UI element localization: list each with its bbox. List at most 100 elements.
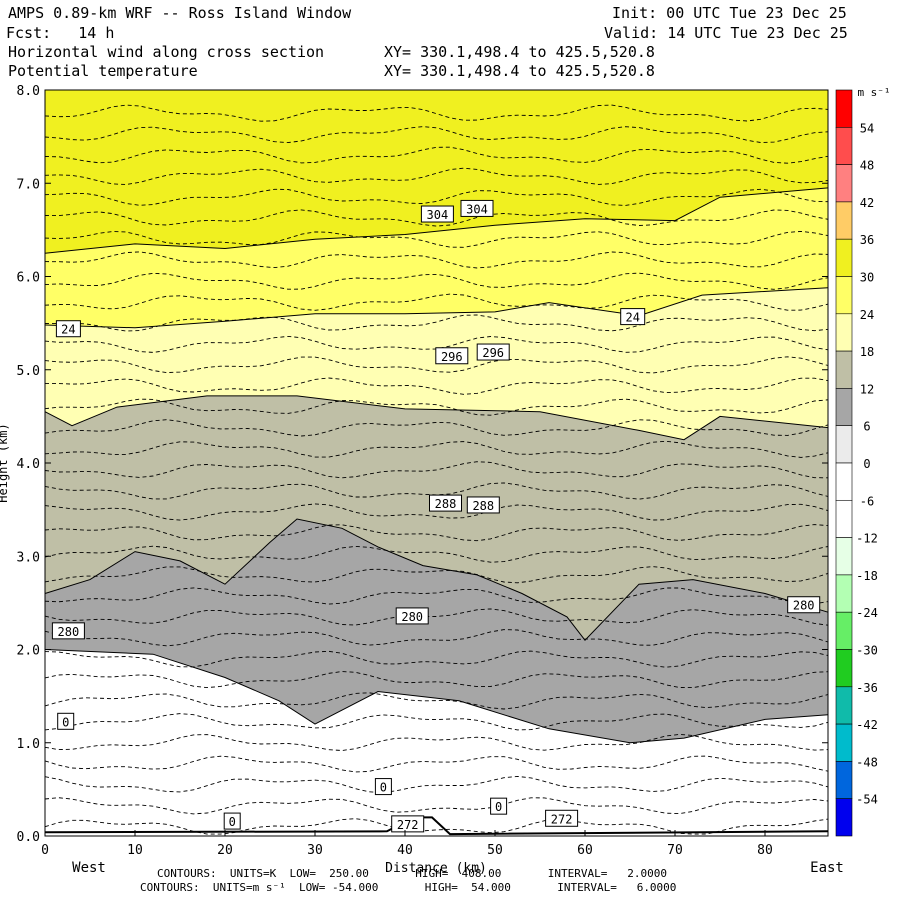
colorbar-swatch-2: [835, 127, 853, 165]
y-tick-label-8: 8.0: [17, 84, 40, 99]
colorbar-swatch-20: [835, 798, 853, 837]
wind-label-8-box: [490, 797, 508, 815]
colorbar-swatch-10: [835, 425, 853, 464]
x-tick-label-4: 40: [397, 843, 413, 858]
theta-contour-18: [44, 461, 829, 479]
y-tick-label-0: 0.0: [17, 830, 40, 845]
wind-label-3-box: [51, 622, 85, 640]
wind-label-7-box: [374, 778, 392, 796]
colorbar-label-3: 42: [860, 196, 874, 210]
colorbar-swatch-15: [835, 611, 853, 650]
y-tick-label-6: 6.0: [17, 271, 40, 286]
theta-label-6-box: [466, 496, 500, 514]
theta-contour-8: [44, 671, 829, 689]
colorbar-swatch-11: [835, 462, 853, 501]
theta-contour-30: [44, 209, 829, 227]
theta-contour-11: [44, 608, 829, 626]
theta-contour-16: [44, 503, 829, 521]
theta-contour-12: [44, 587, 829, 605]
colorbar-label-18: -48: [856, 755, 878, 769]
theta-contour-17: [44, 482, 829, 500]
theta-contour-5: [44, 733, 829, 751]
wind-label-11: 272: [551, 812, 573, 826]
x-tick-label-5: 50: [487, 843, 503, 858]
wind-label-2: 24: [625, 311, 639, 325]
theta-contour-4: [44, 755, 829, 773]
colorbar-label-8: 12: [860, 382, 874, 396]
theta-label-6: 288: [472, 499, 494, 513]
wind-contour-4: [44, 518, 829, 641]
x-axis-label: Distance (km): [385, 861, 487, 876]
footer-wind-contours: CONTOURS: UNITS=m s⁻¹ LOW= -54.000 HIGH=…: [140, 881, 677, 894]
colorbar-label-6: 24: [860, 308, 874, 322]
theta-label-1: 304: [427, 208, 449, 222]
x-tick-label-6: 60: [577, 843, 593, 858]
colorbar-swatch-6: [835, 276, 853, 315]
theta-contour-22: [44, 377, 829, 395]
colorbar-swatch-7: [835, 313, 853, 352]
colorbar: 54 48 42 36 30 24 18 12 6 0 -6 -12 -18 -24 -30 -36 -42 -4…: [835, 86, 891, 837]
colorbar-swatch-14: [835, 574, 853, 613]
theta-contour-10: [44, 629, 829, 647]
theta-contour-23: [44, 356, 829, 374]
wind-label-5-box: [787, 596, 821, 614]
colorbar-swatch-3: [835, 164, 853, 203]
wind-label-8: 0: [495, 800, 502, 814]
x-tick-label-0: 0: [41, 843, 49, 858]
y-axis-label: Height (km): [0, 423, 10, 502]
colorbar-label-11: -6: [860, 494, 874, 508]
colorbar-swatch-8: [835, 350, 853, 389]
wind-label-3: 280: [58, 625, 80, 639]
colorbar-label-2: 48: [860, 159, 874, 173]
init-time: Init: 00 UTC Tue 23 Dec 25: [612, 4, 847, 22]
x-tick-label-2: 20: [217, 843, 233, 858]
wind-contour-1: [44, 187, 829, 254]
wind-label-10-box: [391, 815, 425, 833]
y-tick-label-5: 5.0: [17, 364, 40, 379]
theta-contour-28: [44, 251, 829, 269]
colorbar-swatch-1: [835, 89, 853, 128]
theta-contour-9: [44, 650, 829, 668]
colorbar-label-15: -30: [856, 644, 878, 658]
x-tick-label-3: 30: [307, 843, 323, 858]
colorbar-swatch-16: [835, 649, 853, 688]
wind-contour-5: [44, 649, 829, 744]
colorbar-label-16: -36: [856, 681, 878, 695]
theta-contour-27: [44, 272, 829, 290]
x-tick-label-1: 10: [127, 843, 143, 858]
theta-contour-25: [44, 314, 829, 332]
theta-label-4-box: [476, 343, 510, 361]
theta-contour-7: [44, 692, 829, 710]
wind-label-1-box: [55, 320, 81, 338]
x-tick-label-7: 70: [667, 843, 683, 858]
colorbar-swatch-13: [835, 537, 853, 576]
forecast-hour: Fcst: 14 h: [6, 24, 115, 42]
wind-label-11-box: [545, 809, 579, 827]
colorbar-swatch-19: [835, 761, 853, 800]
field2-name: Potential temperature: [8, 62, 198, 80]
colorbar-label-7: 18: [860, 345, 874, 359]
theta-contour-32: [44, 167, 829, 185]
x-tick-label-8: 80: [757, 843, 773, 858]
y-tick-label-4: 4.0: [17, 457, 40, 472]
theta-contour-20: [44, 419, 829, 437]
theta-contour-34: [44, 126, 829, 144]
colorbar-label-14: -24: [856, 606, 878, 620]
wind-label-6: 0: [62, 715, 69, 729]
theta-label-5-box: [429, 494, 462, 512]
theta-label-2-box: [460, 199, 494, 217]
wind-label-6-box: [57, 712, 75, 730]
theta-label-1-box: [420, 205, 454, 223]
theta-contour-26: [44, 293, 829, 311]
theta-contour-29: [44, 230, 829, 248]
chart-title: AMPS 0.89-km WRF -- Ross Island Window: [8, 4, 352, 22]
colorbar-label-10: 0: [863, 457, 870, 471]
theta-contour-31: [44, 188, 829, 206]
theta-contour-15: [44, 524, 829, 542]
axes: 0.01.02.03.04.05.06.07.08.00 10 20 30 40 50 60…: [0, 84, 844, 876]
x-west-label: West: [72, 860, 106, 876]
y-tick-label-7: 7.0: [17, 177, 40, 192]
valid-time: Valid: 14 UTC Tue 23 Dec 25: [604, 24, 848, 42]
theta-contours: [44, 104, 829, 835]
